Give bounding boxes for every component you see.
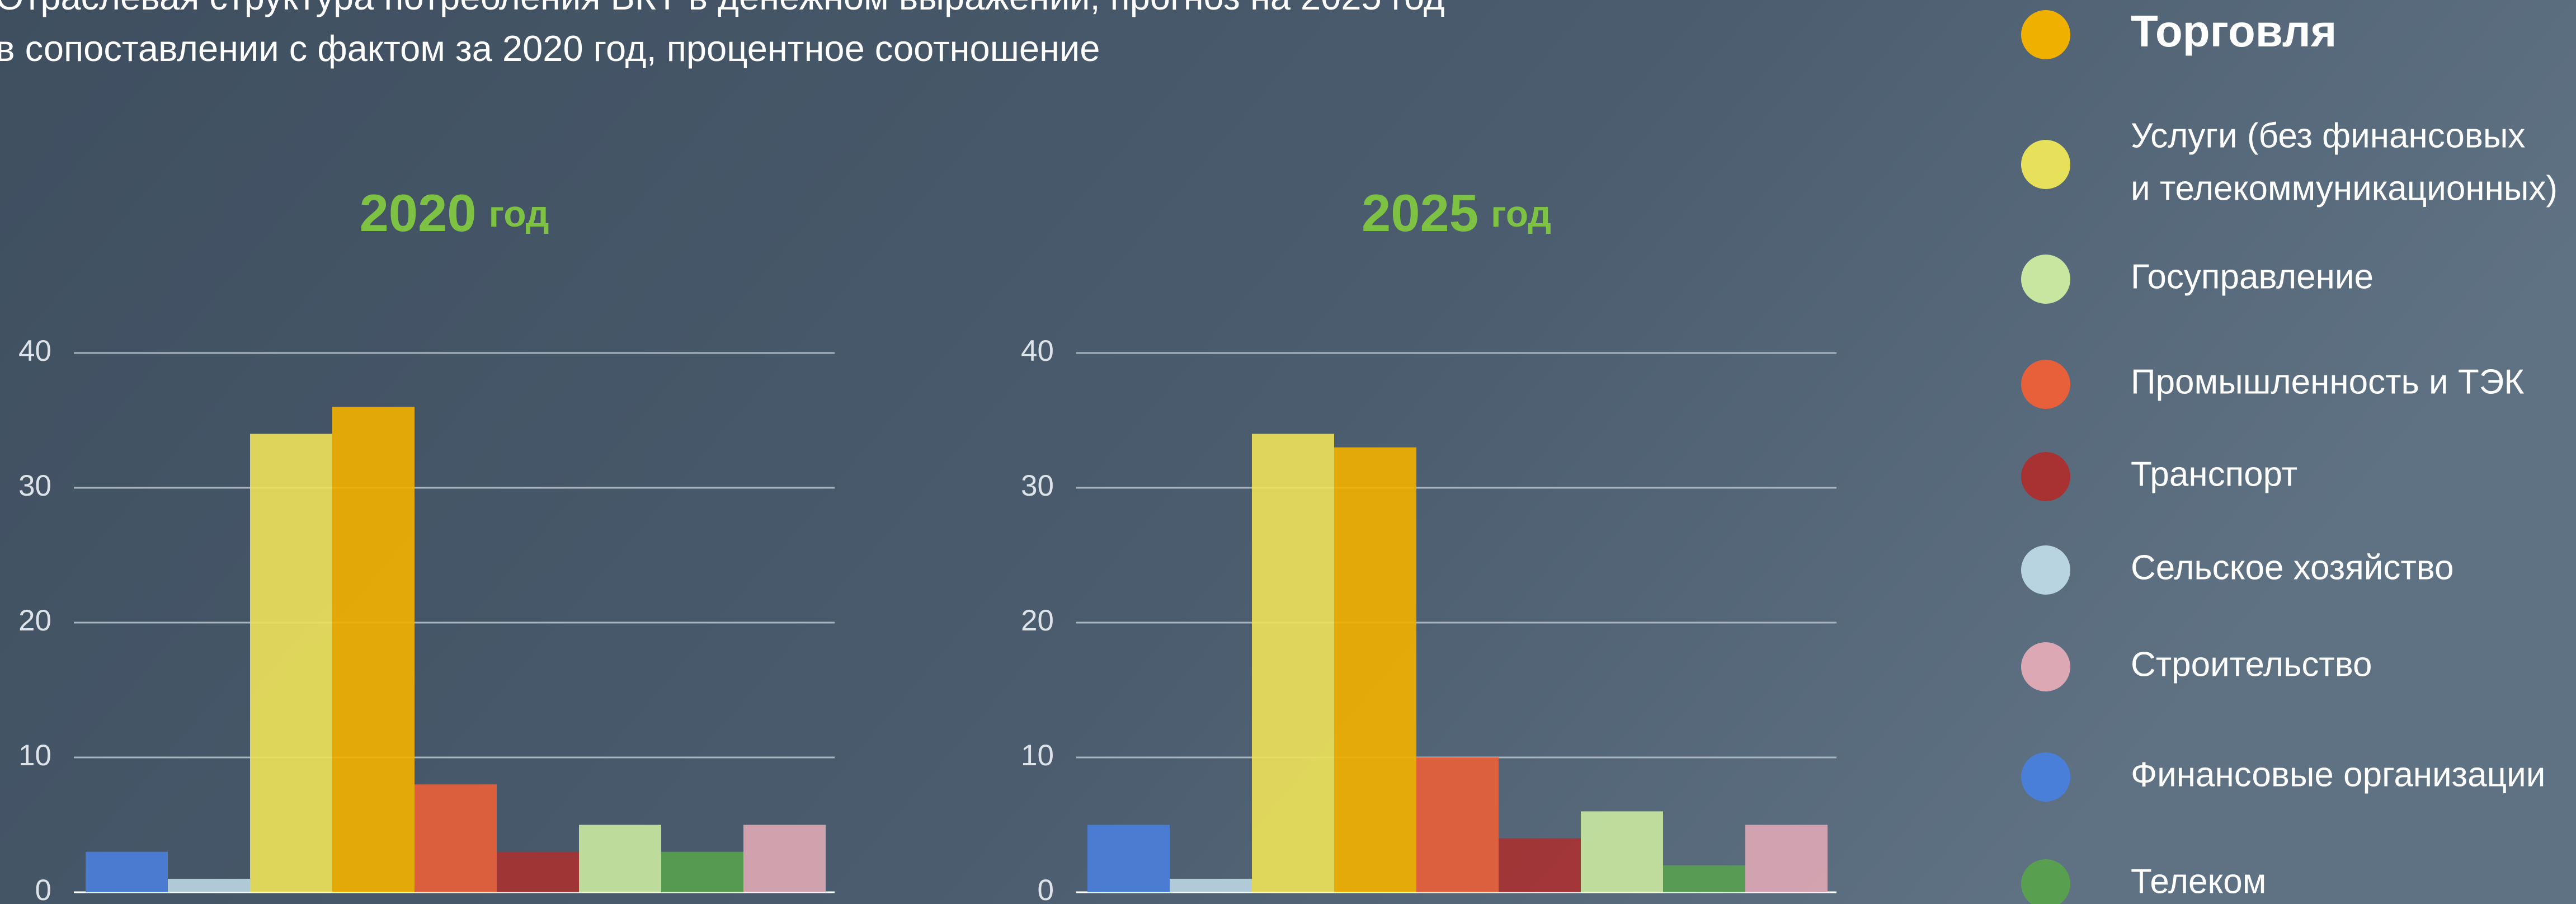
y-tick-label: 20 — [18, 604, 51, 637]
y-tick-label: 0 — [1038, 874, 1054, 904]
y-tick-label: 40 — [18, 335, 51, 368]
bar — [579, 825, 661, 893]
chart-title-unit: год — [489, 193, 549, 234]
y-tick-label: 0 — [35, 874, 51, 904]
legend-label: Транспорт — [2131, 455, 2297, 493]
bar — [661, 852, 743, 892]
legend-label: Услуги (без финансовых — [2131, 116, 2525, 155]
bar — [743, 825, 826, 893]
bar — [1581, 811, 1663, 892]
legend-marker — [2021, 140, 2070, 189]
legend-marker — [2021, 545, 2070, 595]
bar — [86, 852, 168, 892]
legend-label: Финансовые организации — [2131, 755, 2545, 794]
y-tick-label: 30 — [1021, 469, 1054, 502]
bar — [497, 852, 579, 892]
page: Отраслевая структура потребления ВКТ в д… — [0, 0, 2576, 904]
bar — [1745, 825, 1828, 893]
legend-label: и телекоммуникационных) — [2131, 169, 2558, 208]
chart-title-unit: год — [1491, 193, 1551, 234]
chart-title-year: 2025 — [1362, 183, 1478, 242]
legend-label: Торговля — [2131, 6, 2337, 56]
page-title: Отраслевая структура потребления ВКТ в д… — [0, 0, 1445, 17]
y-tick-label: 30 — [18, 469, 51, 502]
bar — [1663, 865, 1745, 892]
legend-marker — [2021, 10, 2070, 59]
bar — [415, 784, 497, 892]
legend-label: Строительство — [2131, 645, 2372, 684]
bar — [1334, 448, 1416, 892]
y-tick-label: 10 — [1021, 739, 1054, 772]
legend-marker — [2021, 752, 2070, 802]
bar — [168, 879, 250, 892]
chart: Отраслевая структура потребления ВКТ в д… — [0, 0, 2576, 904]
y-tick-label: 10 — [18, 739, 51, 772]
y-tick-label: 20 — [1021, 604, 1054, 637]
legend-label: Промышленность и ТЭК — [2131, 362, 2524, 401]
legend-label: Сельское хозяйство — [2131, 548, 2454, 587]
y-tick-label: 40 — [1021, 335, 1054, 368]
legend-marker — [2021, 452, 2070, 501]
bar — [250, 434, 332, 892]
bar — [1499, 839, 1581, 892]
legend-label: Госуправление — [2131, 257, 2374, 296]
bar — [1087, 825, 1170, 893]
legend-label: Телеком — [2131, 862, 2266, 901]
legend-marker — [2021, 360, 2070, 409]
bar — [1252, 434, 1334, 892]
legend-marker — [2021, 255, 2070, 304]
legend-marker — [2021, 642, 2070, 691]
bar — [332, 407, 415, 892]
bar — [1170, 879, 1252, 892]
chart-title-year: 2020 — [359, 183, 476, 242]
page-title: в сопоставлении с фактом за 2020 год, пр… — [0, 28, 1100, 69]
bar — [1416, 757, 1499, 892]
